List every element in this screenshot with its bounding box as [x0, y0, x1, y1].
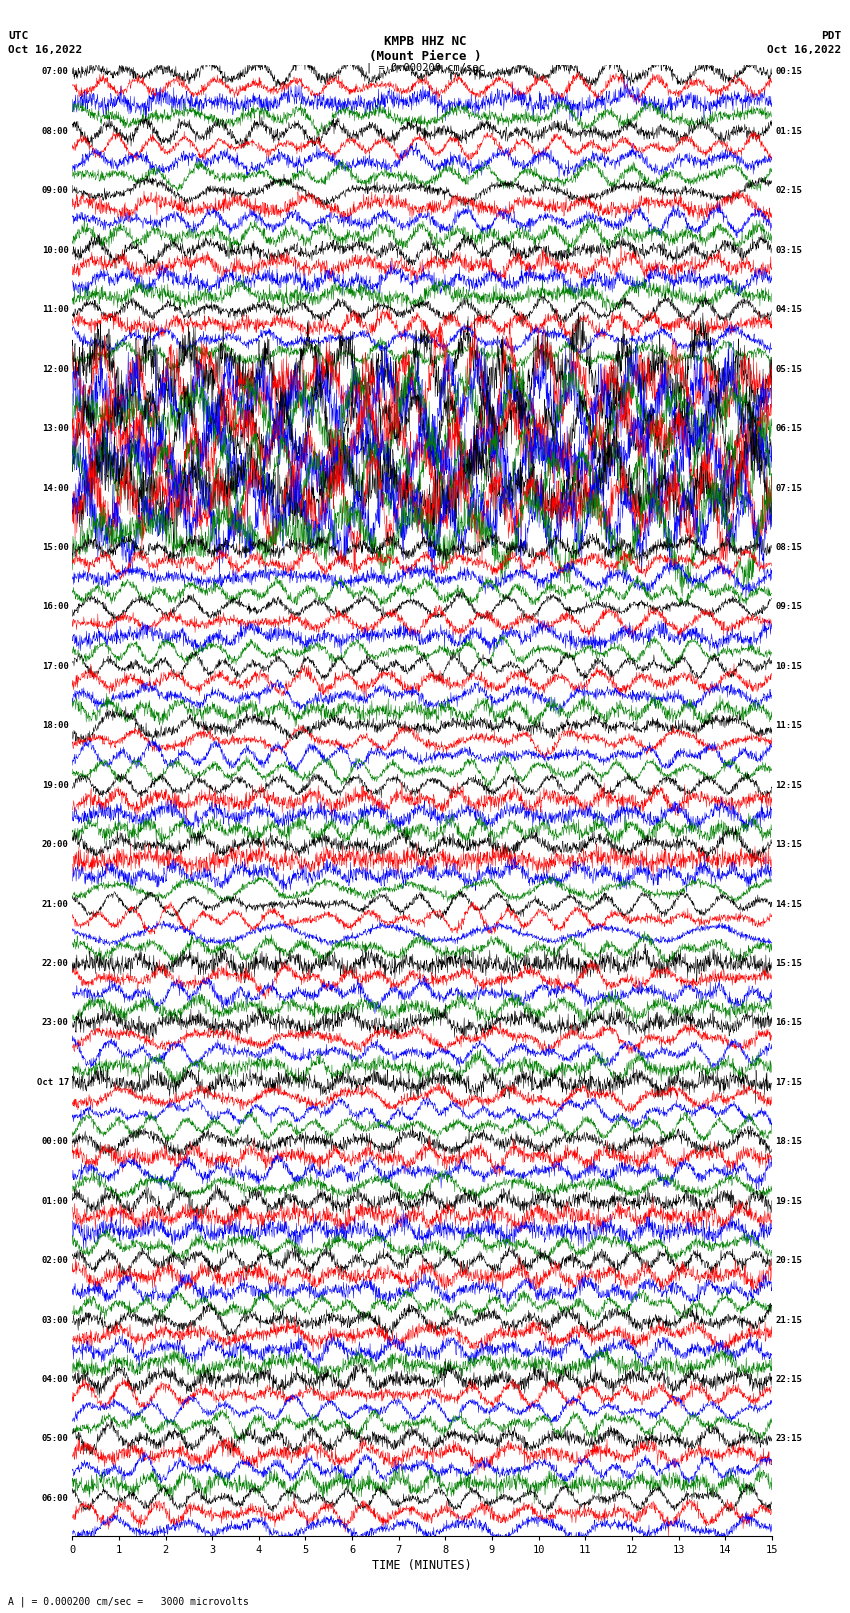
Text: 14:00: 14:00: [42, 484, 69, 492]
Text: 03:00: 03:00: [42, 1316, 69, 1324]
Text: 19:00: 19:00: [42, 781, 69, 790]
Text: 06:15: 06:15: [775, 424, 802, 432]
Text: 11:15: 11:15: [775, 721, 802, 731]
Text: 22:00: 22:00: [42, 960, 69, 968]
Text: 18:00: 18:00: [42, 721, 69, 731]
Text: Oct 17: Oct 17: [37, 1077, 69, 1087]
Text: 11:00: 11:00: [42, 305, 69, 315]
Text: (Mount Pierce ): (Mount Pierce ): [369, 50, 481, 63]
Text: 09:00: 09:00: [42, 187, 69, 195]
Text: 02:00: 02:00: [42, 1257, 69, 1265]
Text: 05:00: 05:00: [42, 1434, 69, 1444]
Text: 15:00: 15:00: [42, 544, 69, 552]
Text: 16:15: 16:15: [775, 1018, 802, 1027]
Text: 21:00: 21:00: [42, 900, 69, 908]
Text: 00:15: 00:15: [775, 68, 802, 76]
Text: 02:15: 02:15: [775, 187, 802, 195]
Text: 04:15: 04:15: [775, 305, 802, 315]
Text: 13:15: 13:15: [775, 840, 802, 848]
Text: 20:15: 20:15: [775, 1257, 802, 1265]
Text: 15:15: 15:15: [775, 960, 802, 968]
Text: 19:15: 19:15: [775, 1197, 802, 1207]
Text: 12:15: 12:15: [775, 781, 802, 790]
Text: 22:15: 22:15: [775, 1374, 802, 1384]
Text: 09:15: 09:15: [775, 602, 802, 611]
Text: 08:00: 08:00: [42, 127, 69, 135]
Text: 01:15: 01:15: [775, 127, 802, 135]
X-axis label: TIME (MINUTES): TIME (MINUTES): [372, 1558, 472, 1571]
Text: 05:15: 05:15: [775, 365, 802, 374]
Text: 06:00: 06:00: [42, 1494, 69, 1503]
Text: 07:15: 07:15: [775, 484, 802, 492]
Text: 21:15: 21:15: [775, 1316, 802, 1324]
Text: 07:00: 07:00: [42, 68, 69, 76]
Text: Oct 16,2022: Oct 16,2022: [768, 45, 842, 55]
Text: UTC: UTC: [8, 31, 29, 40]
Text: 10:00: 10:00: [42, 245, 69, 255]
Text: | = 0.000200 cm/sec: | = 0.000200 cm/sec: [366, 63, 484, 74]
Text: PDT: PDT: [821, 31, 842, 40]
Text: 01:00: 01:00: [42, 1197, 69, 1207]
Text: 04:00: 04:00: [42, 1374, 69, 1384]
Text: 17:00: 17:00: [42, 661, 69, 671]
Text: 23:00: 23:00: [42, 1018, 69, 1027]
Text: 23:15: 23:15: [775, 1434, 802, 1444]
Text: 03:15: 03:15: [775, 245, 802, 255]
Text: 16:00: 16:00: [42, 602, 69, 611]
Text: 20:00: 20:00: [42, 840, 69, 848]
Text: 18:15: 18:15: [775, 1137, 802, 1147]
Text: 13:00: 13:00: [42, 424, 69, 432]
Text: 08:15: 08:15: [775, 544, 802, 552]
Text: A | = 0.000200 cm/sec =   3000 microvolts: A | = 0.000200 cm/sec = 3000 microvolts: [8, 1595, 249, 1607]
Text: KMPB HHZ NC: KMPB HHZ NC: [383, 35, 467, 48]
Text: 14:15: 14:15: [775, 900, 802, 908]
Text: 12:00: 12:00: [42, 365, 69, 374]
Text: Oct 16,2022: Oct 16,2022: [8, 45, 82, 55]
Text: 17:15: 17:15: [775, 1077, 802, 1087]
Text: 00:00: 00:00: [42, 1137, 69, 1147]
Text: 10:15: 10:15: [775, 661, 802, 671]
